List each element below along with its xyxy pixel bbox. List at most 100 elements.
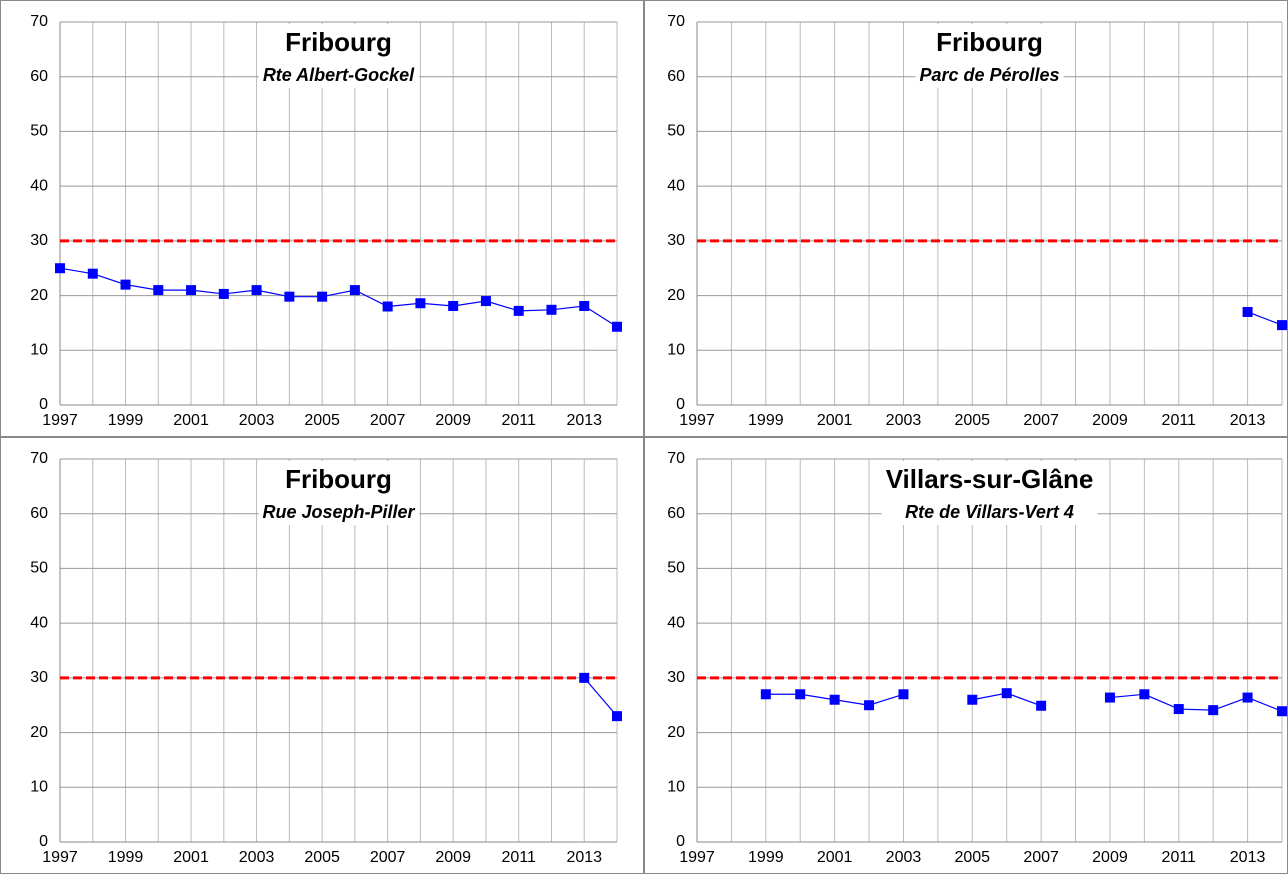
x-tick-label: 2013 [566,849,602,866]
point-marker [382,301,393,312]
chart-subtitle: Parc de Pérolles [919,65,1059,85]
y-tick-label: 0 [676,396,685,413]
point-marker [1036,700,1047,711]
point-marker [1104,692,1115,703]
point-marker [186,285,197,296]
x-tick-label: 2003 [239,412,275,429]
x-tick-label: 2005 [954,412,990,429]
point-marker [1208,705,1219,716]
chart-title: Villars-sur-Glâne [886,464,1094,494]
chart-subtitle: Rte Albert-Gockel [263,65,415,85]
y-tick-label: 20 [30,287,48,304]
y-tick-label: 60 [30,68,48,85]
y-tick-label: 70 [30,450,48,467]
x-tick-label: 2005 [304,412,340,429]
y-tick-label: 0 [676,833,685,850]
point-marker [579,672,590,683]
x-tick-label: 2003 [886,849,922,866]
x-tick-label: 1999 [108,849,144,866]
chart-panel: 0 10 20 30 40 50 60 70 1997 1999 2001 2003 2005 2007 2… [0,437,644,874]
x-tick-label: 2011 [1162,412,1197,429]
x-tick-label: 2009 [435,849,471,866]
point-marker [967,694,978,705]
x-tick-label: 2013 [1230,412,1266,429]
y-tick-label: 70 [667,450,685,467]
x-tick-label: 2009 [1092,412,1128,429]
panel-frame [0,437,644,874]
y-tick-label: 50 [30,123,48,140]
x-tick-label: 2011 [502,849,537,866]
point-marker [218,288,229,299]
point-marker [87,268,98,279]
x-tick-label: 1997 [679,849,715,866]
point-marker [448,300,459,311]
x-tick-label: 1997 [679,412,715,429]
y-tick-label: 30 [30,232,48,249]
series-line [765,692,1283,712]
point-marker [579,300,590,311]
x-tick-label: 2003 [886,412,922,429]
series-line [583,677,618,717]
x-tick-label: 1999 [748,849,784,866]
point-marker [317,291,328,302]
y-tick-label: 40 [30,177,48,194]
point-marker [1139,689,1150,700]
y-tick-label: 0 [39,833,48,850]
y-tick-label: 10 [667,779,685,796]
y-tick-label: 50 [667,123,685,140]
y-tick-label: 60 [30,505,48,522]
x-tick-label: 2011 [1162,849,1197,866]
point-marker [55,263,65,274]
x-tick-label: 1997 [42,849,78,866]
x-tick-label: 1997 [42,412,78,429]
y-tick-label: 50 [667,560,685,577]
chart-title: Fribourg [285,464,392,494]
x-tick-label: 2007 [1023,412,1059,429]
x-tick-label: 1999 [108,412,144,429]
point-marker [829,694,840,705]
y-tick-label: 40 [30,614,48,631]
title-box [915,24,1064,88]
y-tick-label: 10 [30,779,48,796]
x-tick-label: 2005 [304,849,340,866]
point-marker [251,285,262,296]
y-tick-label: 30 [667,232,685,249]
y-tick-label: 10 [30,342,48,359]
x-tick-label: 2009 [435,412,471,429]
chart-title: Fribourg [936,27,1043,57]
x-tick-label: 2007 [370,412,406,429]
x-tick-label: 2001 [817,412,853,429]
y-tick-label: 70 [667,13,685,30]
x-tick-label: 2007 [1023,849,1059,866]
y-tick-label: 40 [667,614,685,631]
x-tick-label: 2003 [239,849,275,866]
x-tick-label: 2013 [1230,849,1266,866]
point-marker [898,689,909,700]
x-tick-label: 2005 [954,849,990,866]
point-marker [120,279,131,290]
x-tick-label: 1999 [748,412,784,429]
y-tick-label: 40 [667,177,685,194]
point-marker [513,305,524,316]
y-tick-label: 60 [667,68,685,85]
y-tick-label: 30 [667,669,685,686]
point-marker [284,291,295,302]
x-tick-label: 2009 [1092,849,1128,866]
chart-panel: 0 10 20 30 40 50 60 70 1997 1999 2001 2003 2005 2007 2… [644,0,1288,437]
y-tick-label: 20 [667,287,685,304]
point-marker [546,304,557,315]
y-tick-label: 10 [667,342,685,359]
x-tick-label: 2001 [817,849,853,866]
point-marker [1242,306,1253,317]
point-marker [1242,692,1253,703]
y-tick-label: 50 [30,560,48,577]
chart-panel: 0 10 20 30 40 50 60 70 1997 1999 2001 2003 2005 2007 2… [644,437,1288,874]
chart-subtitle: Rte de Villars-Vert 4 [905,502,1074,522]
y-tick-label: 60 [667,505,685,522]
point-marker [480,296,491,307]
y-tick-label: 30 [30,669,48,686]
y-tick-label: 70 [30,13,48,30]
point-marker [1277,320,1287,331]
title-box [258,461,420,525]
